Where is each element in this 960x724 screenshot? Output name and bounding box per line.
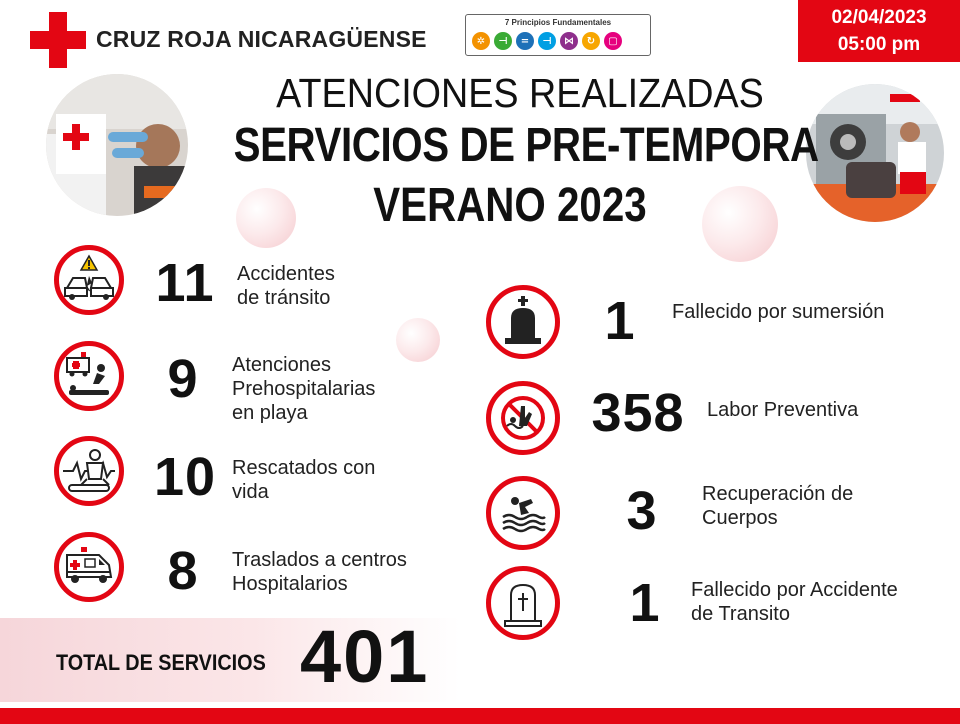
principle-humanity-icon: ✲ xyxy=(472,32,490,50)
principle-universality-icon: ▢ xyxy=(604,32,622,50)
stat-label-line: vida xyxy=(232,481,269,503)
stat-label-line: Recuperación de xyxy=(702,483,854,505)
title-line1: ATENCIONES REALIZADAS xyxy=(276,70,764,116)
stat-value-sumersion: 1 xyxy=(604,291,636,351)
stat-value-cuerpos: 3 xyxy=(626,481,658,541)
principle-neutrality-icon: = xyxy=(516,32,534,50)
stat-label-line: Rescatados con xyxy=(232,457,376,479)
stat-label-line: Prehospitalarias xyxy=(232,378,376,400)
stat-label-rescatados: Rescatados con vida xyxy=(232,456,375,504)
stat-value-accidentes: 11 xyxy=(155,253,215,313)
no-swimming-icon xyxy=(486,381,560,455)
stat-label-prehospitalarias: Atenciones Prehospitalarias en playa xyxy=(232,353,375,425)
stat-label-line: Fallecido por sumersión xyxy=(672,301,885,323)
stat-label-line: de Transito xyxy=(691,603,790,625)
ambulance-cpr-icon xyxy=(54,341,124,411)
grave-cross-icon xyxy=(486,566,560,640)
principle-unity-icon: ↻ xyxy=(582,32,600,50)
principles-dots: ✲ ⊣ = ⊣ ⋈ ↻ ▢ xyxy=(472,32,622,50)
photo-first-aid xyxy=(46,74,188,216)
stat-value-rescatados: 10 xyxy=(153,447,217,507)
bottom-red-bar xyxy=(0,708,960,724)
decor-bubble xyxy=(236,188,296,248)
stat-label-preventiva: Labor Preventiva xyxy=(707,398,858,422)
principle-voluntary-icon: ⋈ xyxy=(560,32,578,50)
stat-label-accidente-transito: Fallecido por Accidente de Transito xyxy=(691,578,898,626)
principle-impartiality-icon: ⊣ xyxy=(494,32,512,50)
time-text: 05:00 pm xyxy=(837,34,921,55)
principles-title: 7 Principios Fundamentales xyxy=(504,18,612,27)
title-line3: VERANO 2023 xyxy=(373,179,647,232)
red-cross-logo-icon xyxy=(30,12,86,68)
decor-bubble xyxy=(702,186,778,262)
stat-label-line: Accidentes xyxy=(237,263,335,285)
stat-label-sumersion: Fallecido por sumersión xyxy=(672,300,884,324)
total-band xyxy=(0,618,460,702)
decor-bubble xyxy=(396,318,440,362)
stat-label-line: Fallecido por Accidente xyxy=(691,579,898,601)
principle-independence-icon: ⊣ xyxy=(538,32,556,50)
stat-value-preventiva: 358 xyxy=(591,383,685,443)
total-label: TOTAL DE SERVICIOS xyxy=(56,650,266,675)
rescue-heartbeat-icon xyxy=(54,436,124,506)
stat-value-accidente-transito: 1 xyxy=(629,573,661,633)
total-value: 401 xyxy=(300,615,430,698)
stat-label-cuerpos: Recuperación de Cuerpos xyxy=(702,482,853,530)
stat-label-line: de tránsito xyxy=(237,287,331,309)
photo-beach-attention xyxy=(806,84,944,222)
swimmer-icon xyxy=(486,476,560,550)
stat-label-line: Labor Preventiva xyxy=(707,399,859,421)
ambulance-icon xyxy=(54,532,124,602)
date-text: 02/04/2023 xyxy=(831,7,927,28)
stat-label-accidentes: Accidentes de tránsito xyxy=(237,262,335,310)
stat-label-line: Atenciones xyxy=(232,354,331,376)
stat-label-line: en playa xyxy=(232,402,308,424)
stat-label-line: Traslados a centros xyxy=(232,549,407,571)
date-box: 02/04/2023 05:00 pm xyxy=(798,0,960,62)
tombstone-icon xyxy=(486,285,560,359)
stat-value-traslados: 8 xyxy=(167,541,199,601)
org-name: CRUZ ROJA NICARAGÜENSE xyxy=(96,26,427,52)
principles-badge: 7 Principios Fundamentales ✲ ⊣ = ⊣ ⋈ ↻ ▢ xyxy=(465,14,651,56)
stat-label-line: Hospitalarios xyxy=(232,573,348,595)
stat-value-prehospitalarias: 9 xyxy=(167,349,199,409)
car-crash-icon xyxy=(54,245,124,315)
stat-label-line: Cuerpos xyxy=(702,507,778,529)
stat-label-traslados: Traslados a centros Hospitalarios xyxy=(232,548,407,596)
title-line2: SERVICIOS DE PRE-TEMPORA xyxy=(233,119,820,172)
